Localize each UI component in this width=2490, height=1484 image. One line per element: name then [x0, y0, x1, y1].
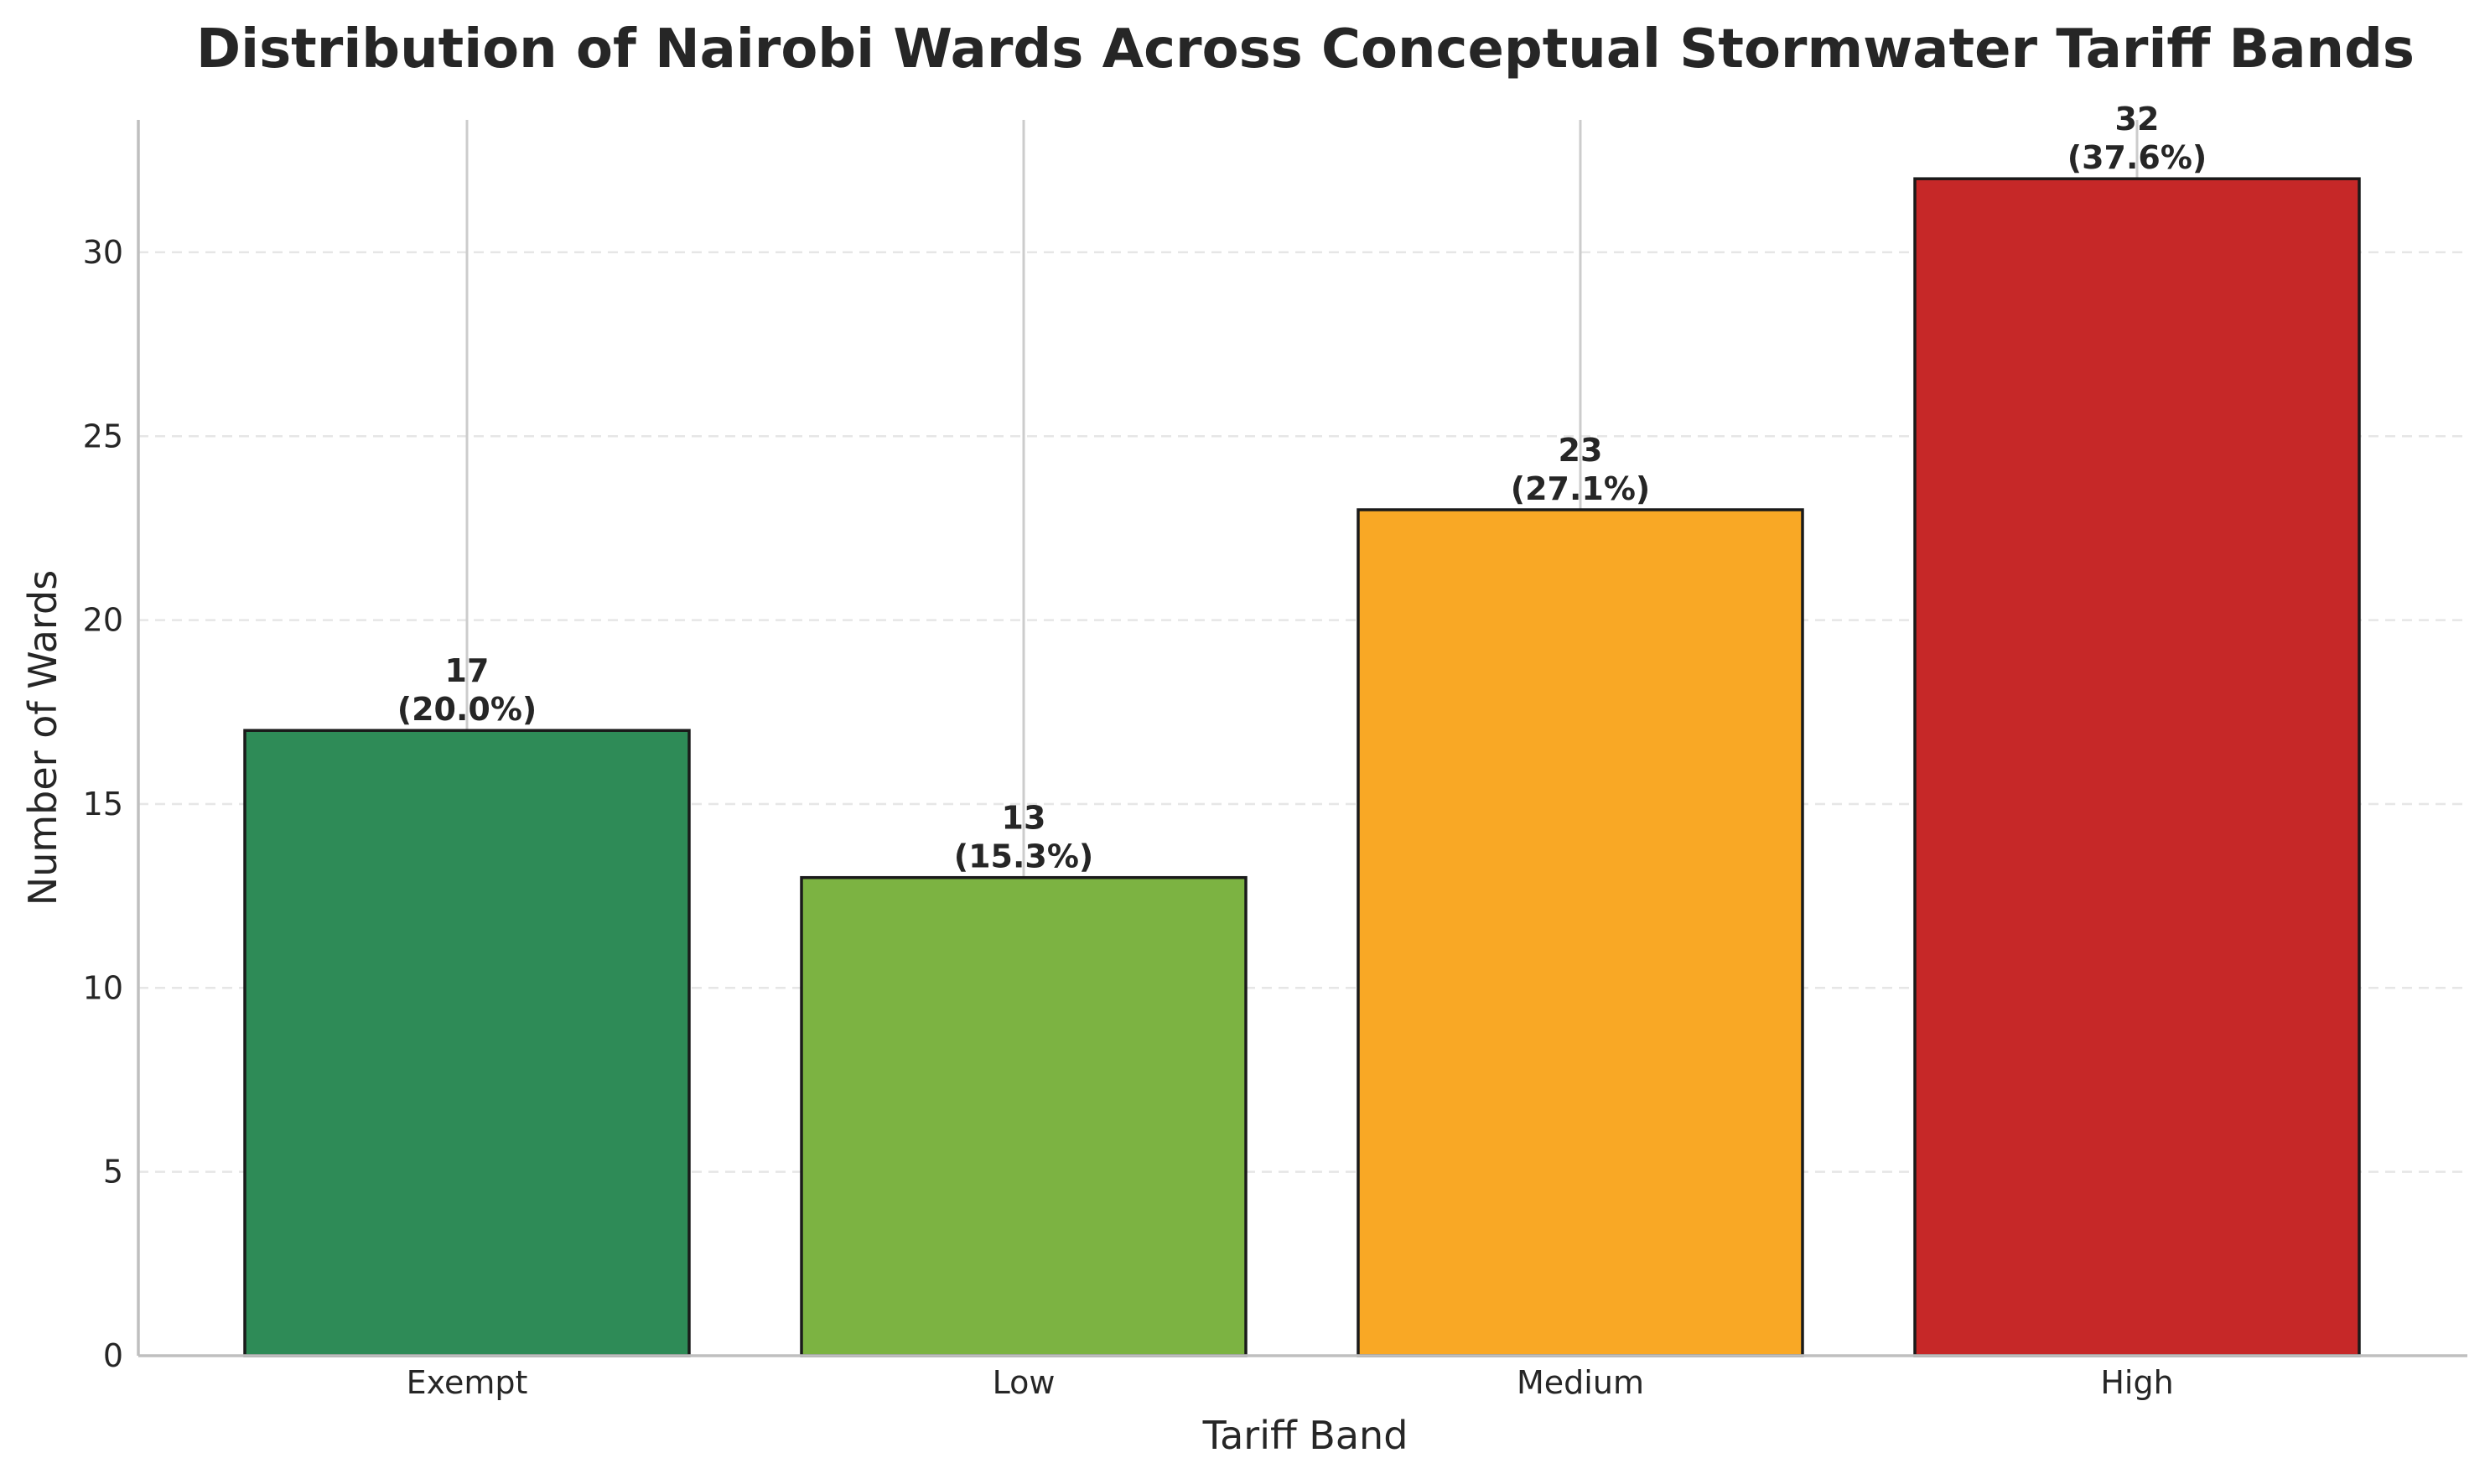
- x-tick-label: Exempt: [407, 1364, 528, 1401]
- y-tick-label: 15: [83, 786, 123, 822]
- y-tick-label: 20: [83, 602, 123, 639]
- bar-percent-label: (37.6%): [2067, 139, 2207, 176]
- y-tick-label: 25: [83, 418, 123, 454]
- bar-percent-label: (27.1%): [1511, 470, 1651, 507]
- bar-exempt: [243, 729, 691, 1357]
- y-tick-label: 10: [83, 969, 123, 1006]
- y-tick-labels: 0 5 10 15 20 25 30: [83, 234, 123, 1374]
- y-tick-label: 30: [83, 234, 123, 271]
- bar-medium: [1357, 508, 1804, 1357]
- bar-value-label: 13: [1002, 800, 1046, 837]
- bar-high: [1913, 177, 2361, 1357]
- x-tick-label: Low: [993, 1364, 1056, 1401]
- bar-value-label: 17: [445, 652, 490, 689]
- bar-value-label: 23: [1559, 432, 1603, 469]
- y-tick-label: 0: [103, 1337, 123, 1374]
- y-axis-label: Number of Wards: [20, 570, 65, 905]
- axes: [137, 120, 2467, 1357]
- bar-percent-label: (15.3%): [954, 838, 1094, 875]
- x-tick-label: High: [2100, 1364, 2173, 1401]
- y-tick-label: 5: [103, 1154, 123, 1191]
- x-tick-labels: Exempt Low Medium High: [407, 1364, 2174, 1401]
- data-labels: 17(20.0%) 13(15.3%) 23(27.1%) 32(37.6%): [397, 101, 2207, 875]
- x-tick-label: Medium: [1517, 1364, 1644, 1401]
- bar-percent-label: (20.0%): [397, 691, 537, 728]
- bars: [243, 177, 2361, 1357]
- bar-low: [800, 875, 1248, 1357]
- chart-title: Distribution of Nairobi Wards Across Con…: [196, 18, 2415, 80]
- bar-value-label: 32: [2115, 101, 2160, 138]
- x-axis-label: Tariff Band: [1202, 1413, 1408, 1458]
